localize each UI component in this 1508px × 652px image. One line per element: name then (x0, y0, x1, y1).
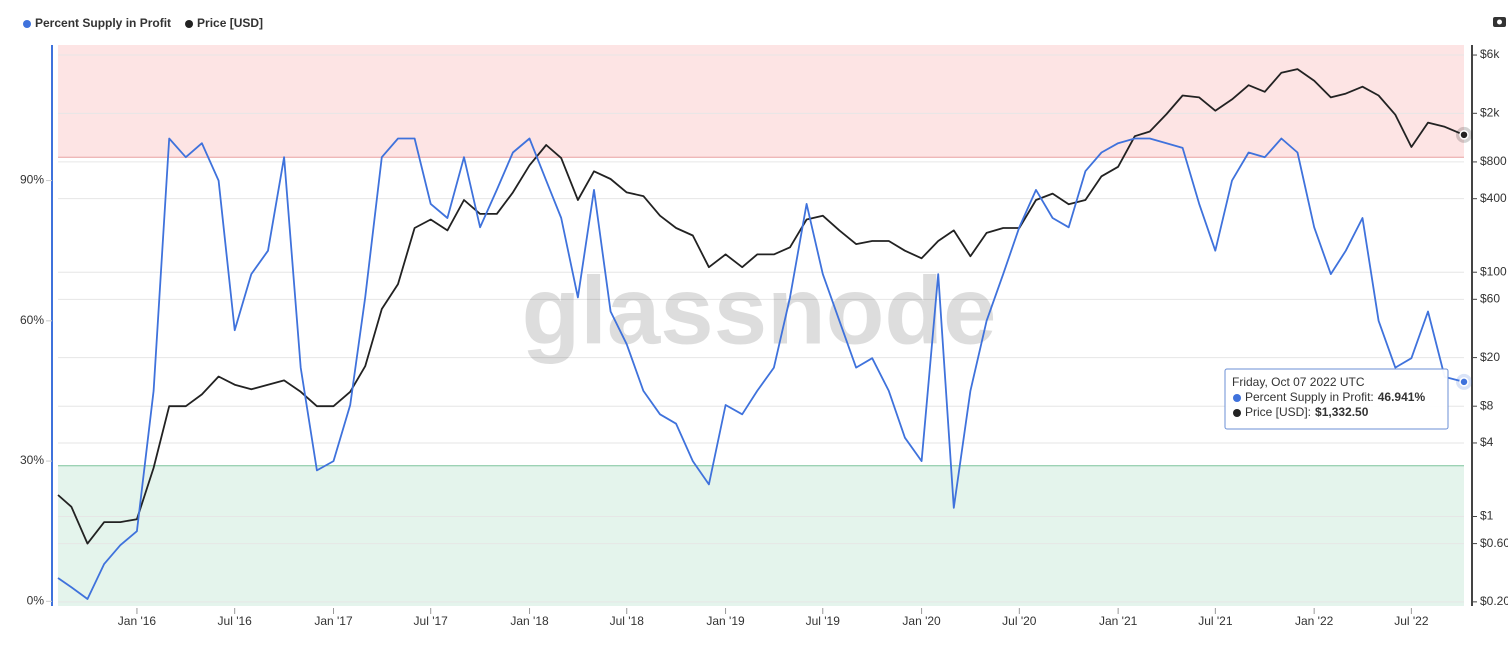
legend-label: Price [USD] (197, 16, 263, 30)
legend-marker (185, 20, 194, 28)
camera-lens (1497, 19, 1502, 25)
y2-tick-label: $6k (1480, 47, 1500, 61)
y2-tick-label: $1 (1480, 509, 1494, 523)
y2-tick-label: $8 (1480, 398, 1494, 412)
y2-tick-label: $4 (1480, 435, 1494, 449)
series-line (57, 137, 1465, 600)
x-tick-label: Jan '16 (118, 614, 157, 628)
tooltip-marker (1233, 394, 1241, 402)
tooltip-box (1224, 368, 1449, 430)
x-tick-label: Jan '20 (902, 614, 941, 628)
series-line (57, 68, 1465, 545)
tooltip-value: $1,332.50 (1315, 405, 1369, 419)
x-tick-label: Jul '18 (610, 614, 645, 628)
threshold-band (58, 45, 1464, 158)
x-tick-label: Jan '17 (314, 614, 353, 628)
x-tick-label: Jul '20 (1002, 614, 1037, 628)
x-tick-label: Jan '22 (1295, 614, 1334, 628)
y2-tick-label: $20 (1480, 350, 1500, 364)
y-tick-label: 0% (27, 593, 45, 607)
tooltip-value: 46.941% (1378, 390, 1426, 404)
x-tick-label: Jan '18 (510, 614, 549, 628)
tooltip-label: Percent Supply in Profit: (1245, 390, 1374, 404)
tooltip-title: Friday, Oct 07 2022 UTC (1232, 375, 1365, 389)
y2-tick-label: $0.60 (1480, 536, 1508, 550)
x-tick-label: Jan '21 (1099, 614, 1138, 628)
hover-point (1459, 377, 1469, 387)
y2-tick-label: $2k (1480, 105, 1500, 119)
y2-tick-label: $60 (1480, 291, 1500, 305)
watermark: glassnode (522, 257, 997, 364)
x-tick-label: Jan '19 (706, 614, 745, 628)
y2-tick-label: $100 (1480, 264, 1507, 278)
camera-icon[interactable] (1493, 17, 1506, 27)
tooltip-marker (1233, 409, 1241, 417)
y2-tick-label: $800 (1480, 154, 1507, 168)
y-tick-label: 60% (20, 313, 44, 327)
x-tick-label: Jul '22 (1394, 614, 1429, 628)
threshold-band (58, 465, 1464, 606)
y2-tick-label: $0.20 (1480, 594, 1508, 608)
legend-label: Percent Supply in Profit (35, 16, 171, 30)
tooltip-label: Price [USD]: (1245, 405, 1311, 419)
x-tick-label: Jul '21 (1198, 614, 1233, 628)
x-tick-label: Jul '16 (218, 614, 253, 628)
y-tick-label: 30% (20, 453, 44, 467)
legend-marker (23, 20, 31, 28)
x-tick-label: Jul '19 (806, 614, 841, 628)
y2-tick-label: $400 (1480, 191, 1507, 205)
hover-point (1459, 130, 1469, 140)
x-tick-label: Jul '17 (414, 614, 449, 628)
y-tick-label: 90% (20, 173, 44, 187)
